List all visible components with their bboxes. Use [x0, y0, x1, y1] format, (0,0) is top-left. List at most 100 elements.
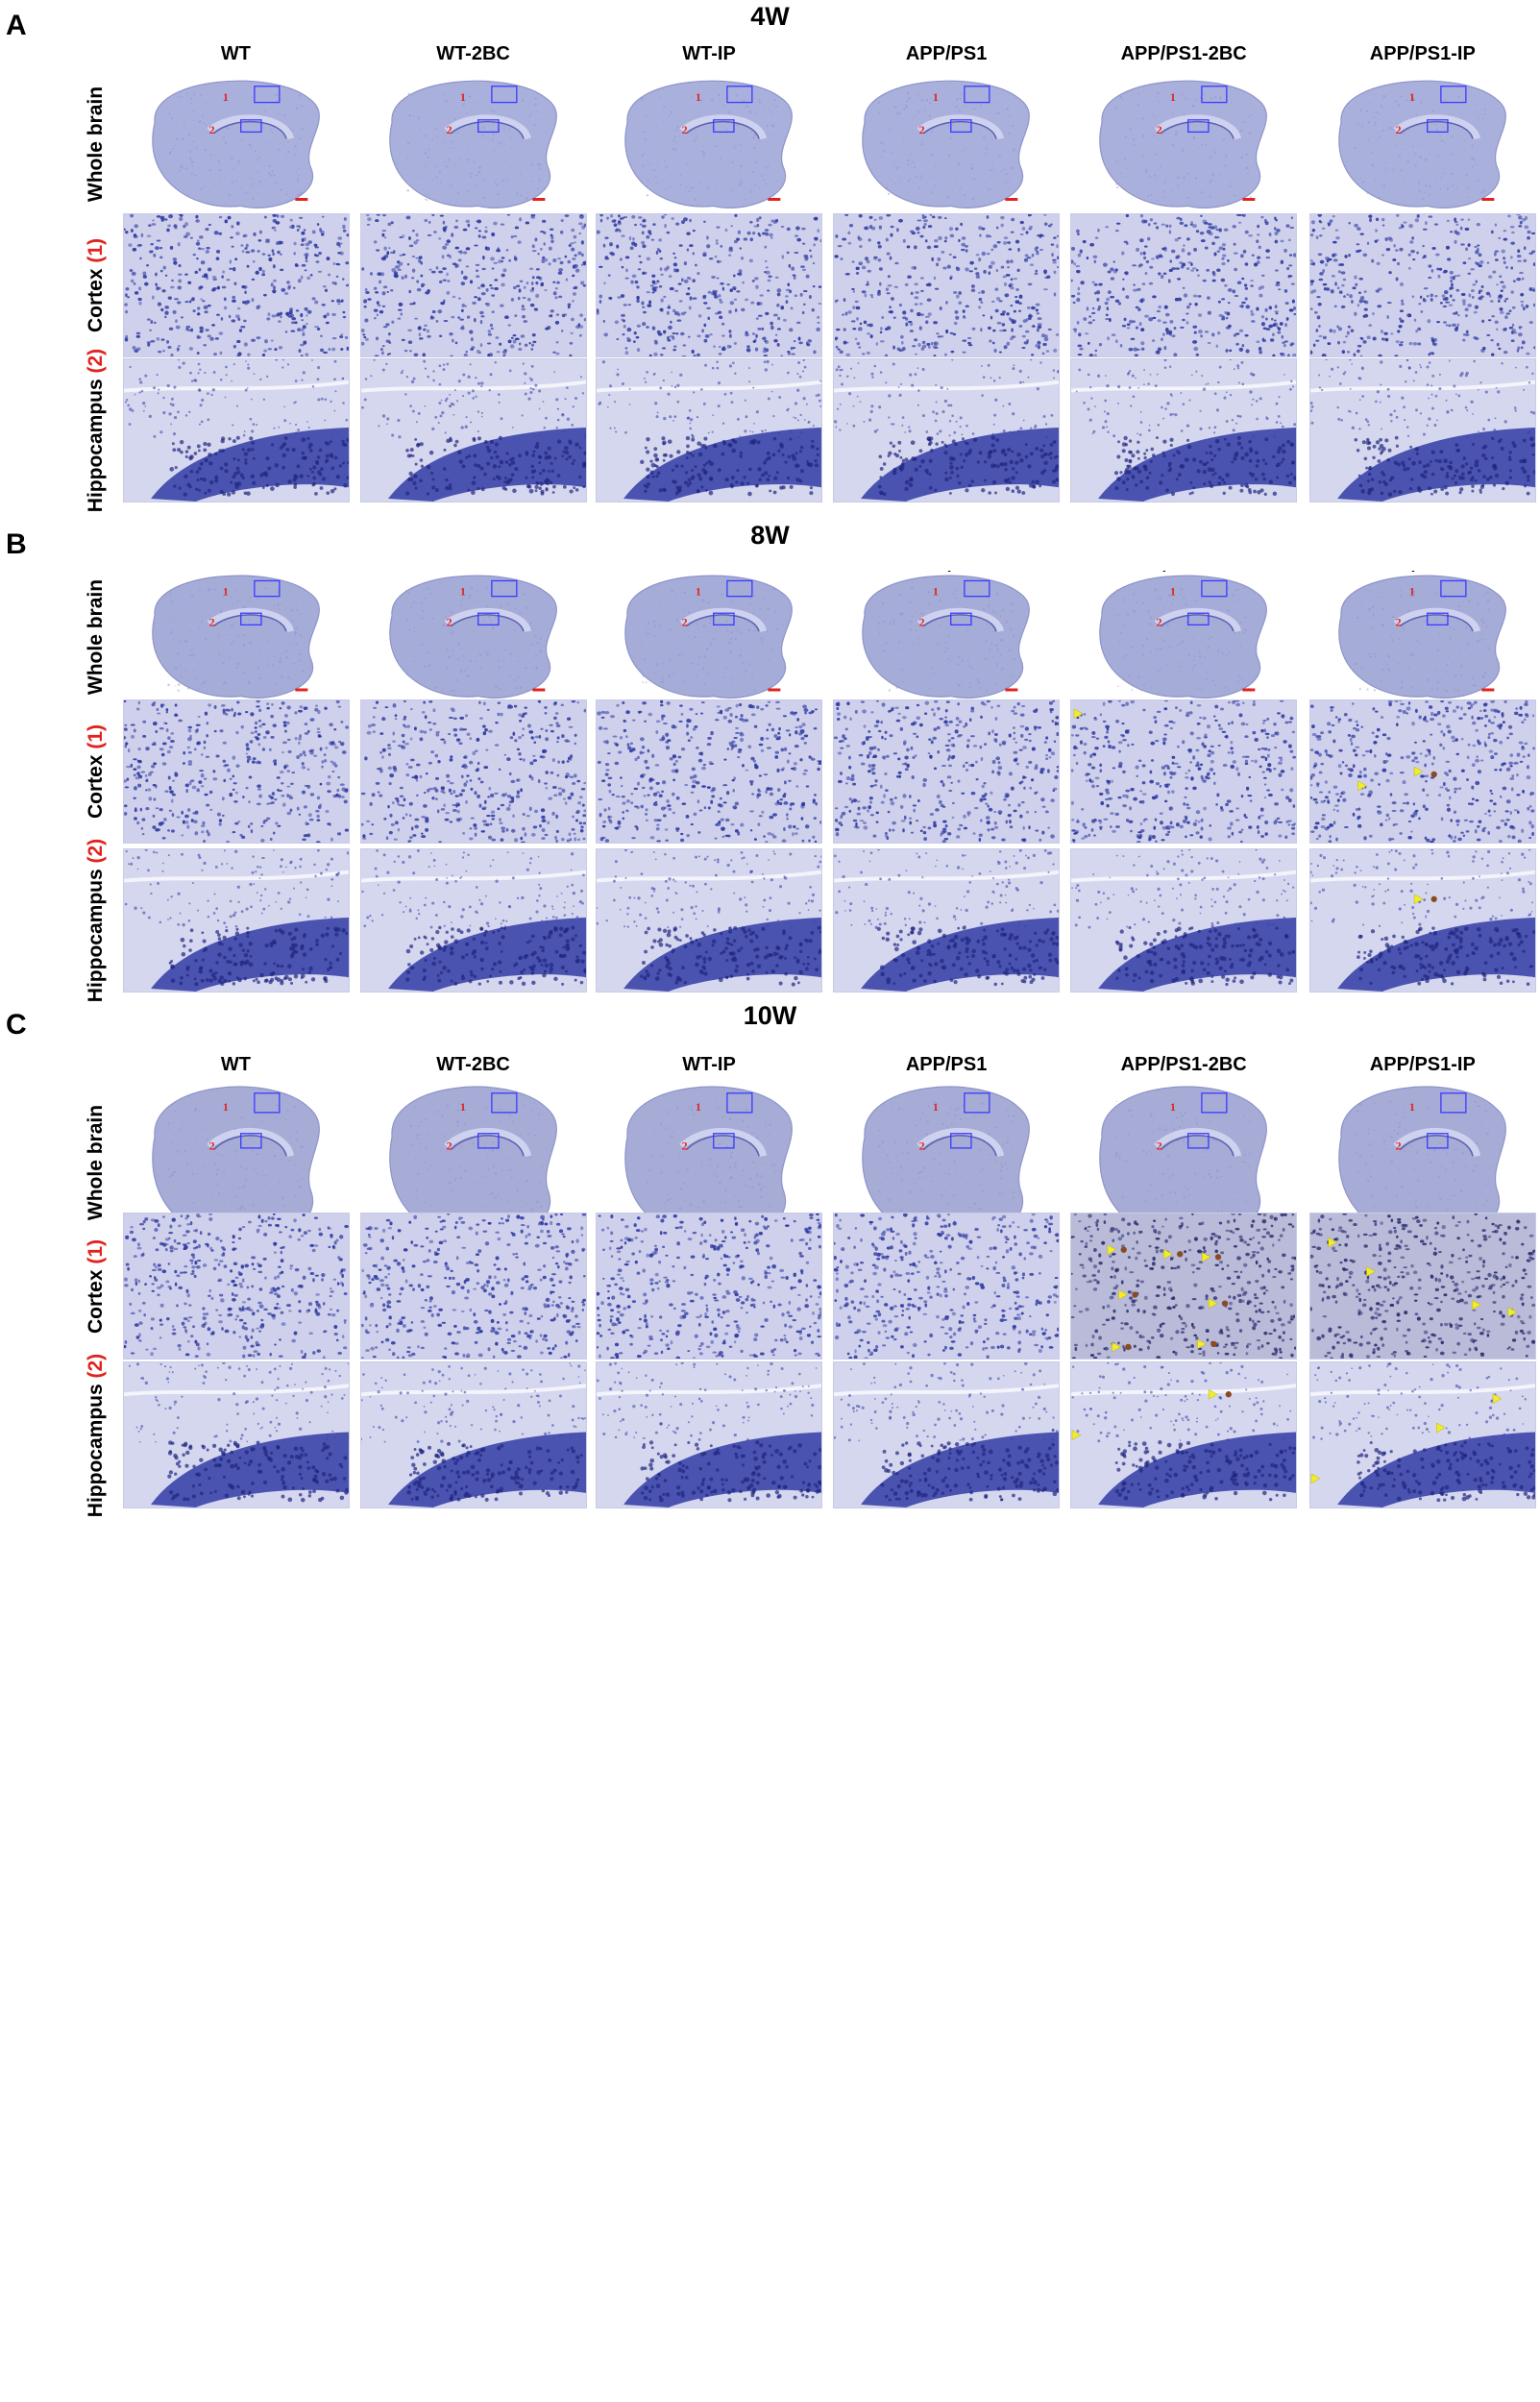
tile-image: [1310, 849, 1535, 992]
roi-number-1: 1: [696, 90, 701, 104]
roi-box-hippocampus: [477, 612, 500, 626]
cortex-micrograph: [1070, 213, 1297, 357]
roi-number-1: 1: [223, 584, 229, 598]
yellow-arrowhead-icon: [1413, 766, 1424, 777]
roi-box-hippocampus: [240, 119, 262, 134]
panel-letter: A: [6, 10, 27, 41]
scale-bar-icon: [768, 688, 781, 692]
hippocampus-micrograph: [123, 1361, 350, 1508]
roi-number-1: 1: [460, 90, 466, 104]
scale-bar-icon: [295, 688, 308, 692]
row-label-text: Hippocampus: [85, 869, 107, 1003]
roi-number-1: 1: [696, 1100, 701, 1114]
tile-image: 12: [123, 77, 350, 211]
scale-bar-icon: [1242, 198, 1256, 201]
tile-image: 12: [360, 572, 587, 701]
yellow-arrowhead-icon: [1413, 894, 1424, 905]
hippocampus-micrograph: [596, 358, 822, 502]
roi-box-hippocampus: [950, 612, 972, 626]
amyloid-plaque: [1210, 1340, 1217, 1348]
roi-box-cortex: [964, 579, 990, 598]
cortex-micrograph: [360, 213, 587, 357]
yellow-arrowhead-icon: [1071, 1430, 1082, 1440]
yellow-arrowhead-icon: [1208, 1298, 1218, 1309]
scale-bar-icon: [768, 198, 781, 201]
tile-image: [834, 1362, 1059, 1507]
tile-image: 12: [360, 77, 587, 211]
roi-box-hippocampus: [950, 1133, 972, 1149]
yellow-arrowhead-icon: [1472, 1299, 1481, 1311]
tile-image: [124, 700, 349, 843]
column-header: WT-2BC: [436, 43, 510, 64]
roi-number-1: 1: [933, 1100, 939, 1114]
hippocampus-micrograph: [360, 1361, 587, 1508]
roi-number-2: 2: [447, 123, 452, 136]
tile-image: [834, 849, 1059, 992]
roi-box-hippocampus: [950, 119, 972, 134]
tile-image: [1310, 1362, 1535, 1507]
roi-box-cortex: [1440, 579, 1467, 598]
roi-number-2: 2: [209, 123, 215, 136]
hippocampus-micrograph: [360, 358, 587, 502]
tile-image: [361, 700, 586, 843]
tile-image: [1071, 359, 1296, 502]
row-label-number: (1): [85, 237, 107, 269]
tile-image: [597, 849, 821, 992]
roi-number-1: 1: [1170, 584, 1176, 598]
roi-number-2: 2: [919, 616, 925, 629]
roi-box-hippocampus: [1187, 1133, 1210, 1149]
column-header: APP/PS1-IP: [1369, 43, 1476, 64]
roi-box-hippocampus: [1187, 612, 1210, 626]
hippocampus-micrograph: [1070, 848, 1297, 993]
roi-box-hippocampus: [1187, 119, 1210, 134]
roi-number-2: 2: [209, 616, 215, 629]
roi-box-cortex: [491, 579, 518, 598]
yellow-arrowhead-icon: [1112, 1341, 1121, 1353]
hippocampus-micrograph: [833, 1361, 1060, 1508]
amyloid-plaque: [1225, 1391, 1232, 1398]
roi-number-1: 1: [223, 1100, 229, 1114]
hippocampus-micrograph: [360, 848, 587, 993]
scale-bar-icon: [1481, 688, 1495, 692]
tile-image: 12: [1309, 572, 1536, 701]
amyloid-plaque: [1430, 771, 1437, 778]
tile-image: 12: [1070, 77, 1297, 211]
roi-box-hippocampus: [713, 119, 735, 134]
column-header: APP/PS1-IP: [1369, 1054, 1476, 1075]
hippocampus-micrograph: [833, 358, 1060, 502]
hippocampus-micrograph: [123, 848, 350, 993]
roi-box-cortex: [254, 86, 281, 104]
roi-box-cortex: [1201, 86, 1228, 104]
roi-number-2: 2: [209, 1140, 215, 1153]
column-header: WT: [220, 43, 252, 64]
row-label-hippocampus: Hippocampus (2): [80, 315, 112, 546]
row-label-text: Hippocampus: [85, 1383, 107, 1517]
scale-bar-icon: [1005, 688, 1018, 692]
tile-image: [361, 1362, 586, 1507]
roi-box-cortex: [254, 1092, 281, 1114]
row-label-text: Hippocampus: [85, 379, 107, 513]
yellow-arrowhead-icon: [1163, 1248, 1173, 1260]
tile-image: [124, 849, 349, 992]
row-label-number: (1): [85, 723, 107, 755]
hippocampus-micrograph: [1309, 848, 1536, 993]
tile-image: [124, 214, 349, 356]
hippocampus-micrograph: [1070, 358, 1297, 502]
amyloid-plaque: [1177, 1251, 1184, 1258]
tile-image: [361, 214, 586, 356]
tile-image: [597, 700, 821, 843]
tile-image: [124, 1213, 349, 1359]
row-label-number: (2): [85, 1353, 107, 1384]
roi-box-hippocampus: [1427, 1133, 1449, 1149]
panel-c: C 10W WT WT-2BC WT-IP APP/PS1 APP/PS1-2BC APP/P…: [0, 999, 1540, 2402]
roi-box-hippocampus: [1427, 119, 1449, 134]
hippocampus-micrograph: [1309, 1361, 1536, 1508]
column-header: WT-2BC: [436, 1054, 510, 1075]
tile-image: [124, 359, 349, 502]
roi-box-cortex: [491, 1092, 518, 1114]
roi-number-2: 2: [682, 123, 688, 136]
tile-image: [597, 1362, 821, 1507]
